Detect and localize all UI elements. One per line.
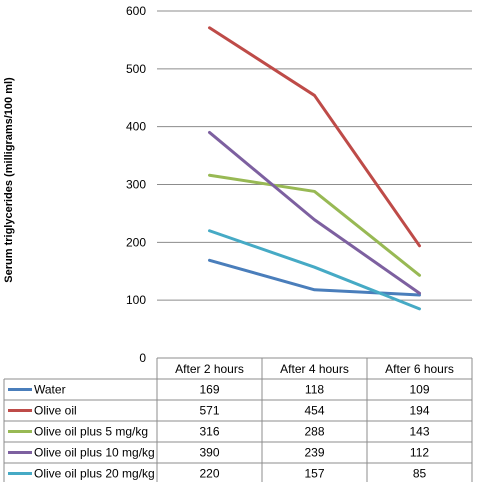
data-value: 288 (304, 425, 324, 439)
legend-label: Olive oil (34, 404, 77, 418)
data-value: 169 (199, 383, 219, 397)
data-value: 109 (409, 383, 429, 397)
legend-label: Olive oil plus 5 mg/kg (34, 425, 148, 439)
data-value: 143 (409, 425, 429, 439)
y-tick-label: 0 (139, 351, 146, 365)
y-tick-label: 500 (126, 62, 146, 76)
y-tick-label: 400 (126, 120, 146, 134)
y-tick-label: 600 (126, 4, 146, 18)
data-value: 390 (199, 446, 219, 460)
data-value: 194 (409, 404, 429, 418)
data-value: 118 (305, 383, 324, 397)
series-lines (208, 26, 421, 311)
y-axis-title: Serum triglycerides (milligrams/100 ml) (3, 77, 15, 283)
data-value: 112 (410, 446, 429, 460)
series-line (208, 173, 421, 277)
legend-label: Olive oil plus 20 mg/kg (34, 467, 155, 481)
data-value: 316 (199, 425, 219, 439)
x-category-label: After 4 hours (280, 362, 349, 376)
data-value: 571 (199, 404, 219, 418)
data-table: After 2 hours After 4 hours After 6 hours W… (3, 357, 473, 482)
legend-label: Water (34, 383, 66, 397)
series-line (208, 130, 421, 295)
series-line (208, 26, 421, 248)
series-line (208, 229, 421, 311)
y-tick-label: 200 (126, 235, 146, 249)
data-value: 85 (413, 467, 427, 481)
y-tick-label: 100 (126, 293, 146, 307)
series-line (208, 258, 421, 297)
data-value: 157 (304, 467, 324, 481)
data-value: 454 (304, 404, 324, 418)
x-category-label: After 6 hours (385, 362, 454, 376)
y-axis-ticks: 0 100 200 300 400 500 600 (126, 4, 146, 365)
y-tick-label: 300 (126, 178, 146, 192)
data-value: 239 (304, 446, 324, 460)
data-value: 220 (199, 467, 219, 481)
x-category-label: After 2 hours (175, 362, 244, 376)
gridlines (157, 10, 472, 301)
legend-label: Olive oil plus 10 mg/kg (34, 446, 155, 460)
